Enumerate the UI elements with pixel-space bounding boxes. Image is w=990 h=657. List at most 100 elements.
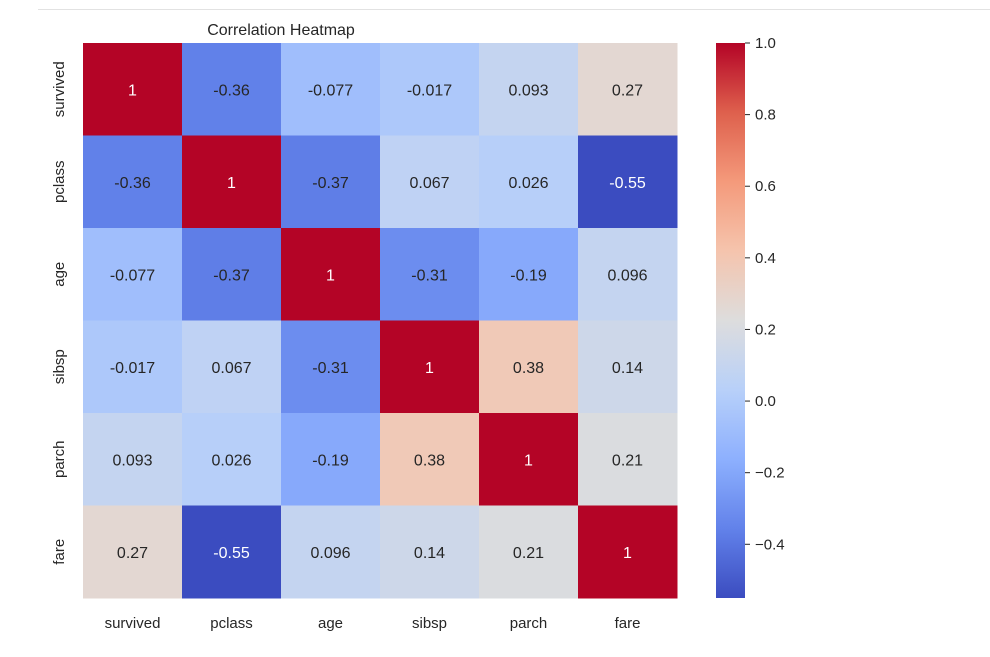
- cell-value-label: -0.37: [213, 267, 250, 284]
- cell-value-label: -0.19: [510, 267, 547, 284]
- y-tick-label-fare: fare: [51, 539, 68, 565]
- heatmap-cell-survived-sibsp: [380, 43, 480, 136]
- cell-value-label: 1: [425, 360, 434, 377]
- y-tick-label-survived: survived: [51, 61, 68, 117]
- heatmap-cell-sibsp-pclass: [182, 320, 282, 414]
- heatmap-cell-pclass-sibsp: [380, 135, 480, 229]
- cell-value-label: -0.31: [411, 267, 448, 284]
- colorbar-tick-label: 0.8: [755, 107, 776, 124]
- cell-value-label: 0.38: [414, 452, 445, 469]
- heatmap-cell-sibsp-parch: [479, 320, 579, 414]
- heatmap-cell-survived-pclass: [182, 43, 282, 136]
- heatmap-cell-age-age: [281, 228, 381, 321]
- heatmap-cell-parch-sibsp: [380, 413, 480, 506]
- heatmap-cell-fare-fare: [578, 505, 678, 599]
- heatmap-cell-survived-survived: [83, 43, 183, 136]
- heatmap-cell-survived-fare: [578, 43, 678, 136]
- cell-value-label: 0.21: [612, 452, 643, 469]
- heatmap-cell-fare-sibsp: [380, 505, 480, 599]
- cell-value-label: 1: [623, 545, 632, 562]
- cell-value-label: 0.026: [508, 175, 548, 192]
- heatmap-cell-survived-age: [281, 43, 381, 136]
- x-tick-label-survived: survived: [105, 615, 161, 632]
- colorbar-ticks: 1.0 0.8 0.6 0.4 0.2 0.0 −0.2 −0.4: [745, 35, 785, 553]
- x-tick-label-sibsp: sibsp: [412, 615, 447, 632]
- heatmap-cell-age-fare: [578, 228, 678, 321]
- colorbar-tick-label: 0.0: [755, 393, 776, 410]
- colorbar-tick-label: −0.2: [755, 465, 785, 482]
- heatmap-cell-pclass-fare: [578, 135, 678, 229]
- heatmap-cell-pclass-survived: [83, 135, 183, 229]
- cell-value-label: -0.31: [312, 360, 349, 377]
- heatmap-cell-fare-survived: [83, 505, 183, 599]
- heatmap-cell-fare-pclass: [182, 505, 282, 599]
- cell-value-label: 0.067: [409, 175, 449, 192]
- colorbar-tick-label: 0.2: [755, 321, 776, 338]
- cell-value-label: 1: [524, 452, 533, 469]
- cell-value-label: -0.017: [110, 360, 155, 377]
- y-tick-label-parch: parch: [51, 440, 68, 478]
- x-tick-label-fare: fare: [615, 615, 641, 632]
- cell-value-label: 0.093: [508, 82, 548, 99]
- heatmap-cell-parch-age: [281, 413, 381, 506]
- heatmap-cell-pclass-age: [281, 135, 381, 229]
- heatmap-cell-parch-fare: [578, 413, 678, 506]
- heatmap-cell-pclass-pclass: [182, 135, 282, 229]
- colorbar-tick-label: 1.0: [755, 35, 776, 52]
- cell-value-label: -0.19: [312, 452, 349, 469]
- cell-value-label: 1: [326, 267, 335, 284]
- heatmap-cell-survived-parch: [479, 43, 579, 136]
- heatmap-cell-age-sibsp: [380, 228, 480, 321]
- y-tick-label-sibsp: sibsp: [51, 349, 68, 384]
- cell-value-label: -0.017: [407, 82, 452, 99]
- cell-value-label: 0.27: [117, 545, 148, 562]
- chart-title: Correlation Heatmap: [207, 22, 355, 39]
- cell-value-label: -0.36: [114, 175, 151, 192]
- x-tick-label-parch: parch: [510, 615, 548, 632]
- cell-value-label: -0.077: [110, 267, 155, 284]
- cell-value-label: 1: [227, 175, 236, 192]
- cell-value-label: -0.36: [213, 82, 250, 99]
- heatmap-cell-sibsp-fare: [578, 320, 678, 414]
- y-tick-label-age: age: [51, 262, 68, 287]
- heatmap-cell-parch-survived: [83, 413, 183, 506]
- heatmap-cell-sibsp-age: [281, 320, 381, 414]
- heatmap-cell-fare-age: [281, 505, 381, 599]
- cell-value-label: 0.21: [513, 545, 544, 562]
- cell-value-label: 0.026: [211, 452, 251, 469]
- heatmap-cell-pclass-parch: [479, 135, 579, 229]
- cell-value-label: -0.55: [213, 545, 250, 562]
- cell-value-label: -0.077: [308, 82, 353, 99]
- heatmap-cell-fare-parch: [479, 505, 579, 599]
- colorbar: [716, 43, 745, 598]
- heatmap-cells: 1 -0.36 -0.077 -0.017 0.093 0.27 -0.36 1 -0.37 0.…: [83, 43, 678, 599]
- cell-value-label: 0.14: [414, 545, 445, 562]
- cell-value-label: 0.096: [607, 267, 647, 284]
- colorbar-tick-label: 0.4: [755, 250, 776, 267]
- cell-value-label: 0.27: [612, 82, 643, 99]
- colorbar-tick-label: −0.4: [755, 536, 785, 553]
- heatmap-cell-sibsp-survived: [83, 320, 183, 414]
- heatmap-cell-age-parch: [479, 228, 579, 321]
- cell-value-label: 0.14: [612, 360, 643, 377]
- y-axis-tick-labels: survived pclass age sibsp parch fare: [51, 61, 68, 564]
- cell-value-label: -0.37: [312, 175, 349, 192]
- cell-value-label: 0.096: [310, 545, 350, 562]
- heatmap-cell-age-survived: [83, 228, 183, 321]
- colorbar-tick-label: 0.6: [755, 178, 776, 195]
- x-tick-label-pclass: pclass: [210, 615, 253, 632]
- cell-value-label: 0.067: [211, 360, 251, 377]
- x-tick-label-age: age: [318, 615, 343, 632]
- heatmap-cell-parch-pclass: [182, 413, 282, 506]
- heatmap-cell-parch-parch: [479, 413, 579, 506]
- cell-value-label: 1: [128, 82, 137, 99]
- heatmap-cell-age-pclass: [182, 228, 282, 321]
- y-tick-label-pclass: pclass: [51, 160, 68, 203]
- cell-value-label: -0.55: [609, 175, 646, 192]
- cell-value-label: 0.093: [112, 452, 152, 469]
- heatmap-cell-sibsp-sibsp: [380, 320, 480, 414]
- cell-value-label: 0.38: [513, 360, 544, 377]
- x-axis-tick-labels: survived pclass age sibsp parch fare: [105, 615, 641, 632]
- notebook-output-top-border: [38, 0, 990, 10]
